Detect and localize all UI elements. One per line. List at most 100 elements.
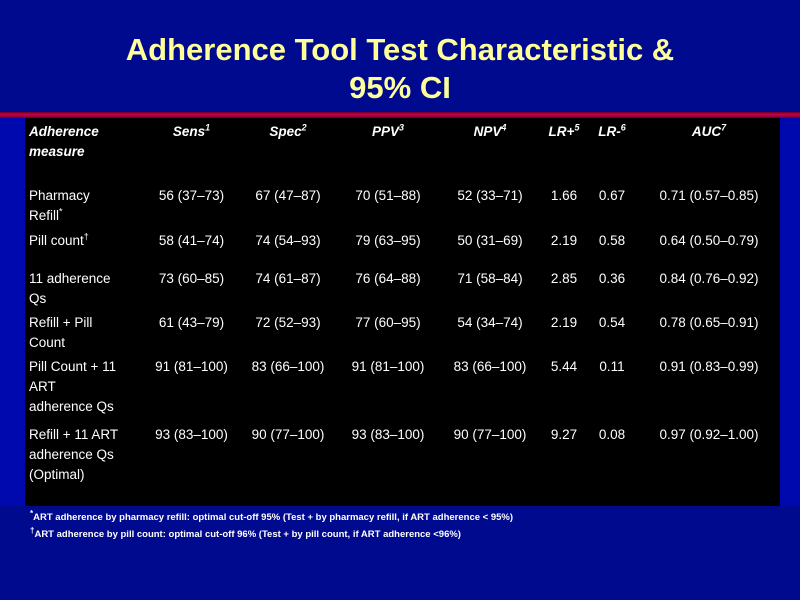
- table-cell: 90 (77–100): [251, 427, 325, 442]
- row-label: Refill + 11 ART adherence Qs (Optimal): [25, 423, 145, 504]
- column-header-superscript: 5: [574, 122, 580, 133]
- table-cell: 0.54: [598, 315, 626, 330]
- row-label-superscript: †: [83, 231, 89, 242]
- column-header: LR-6: [586, 118, 638, 184]
- table-cell: 83 (66–100): [453, 359, 527, 374]
- column-header-label: LR+: [548, 124, 575, 139]
- footnote-pharmacy-refill: *ART adherence by pharmacy refill: optim…: [30, 507, 770, 524]
- table-cell: 50 (31–69): [457, 233, 523, 248]
- table-row: Pill Count + 11 ART adherence Qs 91 (81–1…: [25, 355, 780, 423]
- row-label: Pill Count + 11 ART adherence Qs: [25, 355, 145, 423]
- table-cell: 58 (41–74): [158, 233, 225, 248]
- column-header: LR+5: [542, 118, 586, 184]
- table-cell: 9.27: [550, 427, 578, 442]
- table-cell: 74 (54–93): [255, 233, 321, 248]
- table-cell: 79 (63–95): [355, 233, 421, 248]
- slide-title-line1: Adherence Tool Test Characteristic &: [125, 32, 675, 67]
- table-cell: 72 (52–93): [255, 315, 321, 330]
- row-label-text: Refill + Pill Count: [29, 315, 93, 350]
- column-header-label: Sens: [172, 124, 206, 139]
- table-background: Adherence measure Sens1 Spec2 PPV3 NPV4 LR+5 L…: [25, 118, 780, 506]
- table-cell: 0.91 (0.83–0.99): [659, 359, 759, 374]
- table-cell: 54 (34–74): [457, 315, 523, 330]
- column-header-superscript: 1: [205, 122, 211, 133]
- table-cell: 71 (58–84): [457, 271, 523, 286]
- column-header-label: LR-: [598, 124, 621, 139]
- table-cell: 67 (47–87): [255, 188, 321, 203]
- table-cell: 74 (61–87): [255, 271, 321, 286]
- table-cell: 0.64 (0.50–0.79): [659, 233, 759, 248]
- column-header: Sens1: [145, 118, 238, 184]
- row-label-superscript: *: [59, 206, 63, 217]
- table-cell: 0.71 (0.57–0.85): [659, 188, 759, 203]
- table-row: 11 adherence Qs 73 (60–85) 74 (61–87) 76 (6…: [25, 267, 780, 311]
- row-label-text: 11 adherence Qs: [29, 271, 111, 306]
- table-cell: 1.66: [550, 188, 578, 203]
- table-cell: 5.44: [550, 359, 578, 374]
- row-label: 11 adherence Qs: [25, 267, 145, 311]
- table-cell: 0.11: [599, 359, 625, 374]
- slide-title: Adherence Tool Test Characteristic & 95%…: [0, 31, 800, 107]
- table-cell: 91 (81–100): [155, 359, 228, 374]
- table-cell: 83 (66–100): [251, 359, 325, 374]
- table-cell: 52 (33–71): [457, 188, 523, 203]
- column-header: AUC7: [638, 118, 780, 184]
- footnote-text: ART adherence by pill count: optimal cut…: [34, 529, 461, 541]
- table-cell: 0.36: [598, 271, 626, 286]
- table-cell: 0.67: [598, 188, 626, 203]
- row-label: Pharmacy Refill*: [25, 184, 145, 229]
- footnote-pill-count: †ART adherence by pill count: optimal cu…: [30, 524, 770, 541]
- column-header-label: Adherence measure: [29, 124, 99, 159]
- table-cell: 2.85: [550, 271, 578, 286]
- table-cell: 0.97 (0.92–1.00): [659, 427, 759, 442]
- table-cell: 2.19: [550, 233, 578, 248]
- column-header-superscript: 7: [721, 122, 727, 133]
- footnotes: *ART adherence by pharmacy refill: optim…: [30, 507, 770, 541]
- table-header-row: Adherence measure Sens1 Spec2 PPV3 NPV4 LR+5 L…: [25, 118, 780, 184]
- table-cell: 0.58: [598, 233, 626, 248]
- footnote-marker: *: [30, 509, 34, 518]
- table-cell: 0.78 (0.65–0.91): [659, 315, 759, 330]
- column-header-superscript: 2: [301, 122, 307, 133]
- table-body: Pharmacy Refill* 56 (37–73) 67 (47–87) 70 (…: [25, 184, 780, 504]
- row-label-text: Pill Count + 11 ART adherence Qs: [29, 359, 117, 414]
- table-cell: 93 (83–100): [155, 427, 228, 442]
- table-cell: 73 (60–85): [158, 271, 225, 286]
- table-cell: 61 (43–79): [158, 315, 225, 330]
- row-label: Refill + Pill Count: [25, 311, 145, 355]
- table-cell: 70 (51–88): [355, 188, 421, 203]
- column-header-label: NPV: [473, 124, 502, 139]
- table-row: Refill + 11 ART adherence Qs (Optimal) 93…: [25, 423, 780, 504]
- row-label-text: Pharmacy Refill: [29, 188, 90, 223]
- column-header-measure: Adherence measure: [25, 118, 145, 184]
- table-cell: 2.19: [550, 315, 578, 330]
- column-header-superscript: 3: [399, 122, 405, 133]
- slide-title-line2: 95% CI: [349, 70, 451, 105]
- table-cell: 0.08: [598, 427, 626, 442]
- row-label-text: Pill count: [29, 233, 84, 248]
- table-row: Refill + Pill Count 61 (43–79) 72 (52–93) 7…: [25, 311, 780, 355]
- table-cell: 77 (60–95): [355, 315, 421, 330]
- table-cell: 56 (37–73): [158, 188, 225, 203]
- row-label-text: Refill + 11 ART adherence Qs (Optimal): [29, 427, 119, 482]
- footnote-marker: †: [30, 526, 35, 536]
- table-cell: 0.84 (0.76–0.92): [659, 271, 759, 286]
- table-cell: 90 (77–100): [453, 427, 527, 442]
- column-header-label: Spec: [269, 124, 302, 139]
- column-header: NPV4: [438, 118, 542, 184]
- table-cell: 91 (81–100): [351, 359, 425, 374]
- column-header: Spec2: [238, 118, 338, 184]
- row-label: Pill count†: [25, 229, 145, 267]
- divider-rule: [0, 112, 800, 118]
- table-row: Pharmacy Refill* 56 (37–73) 67 (47–87) 70 (…: [25, 184, 780, 229]
- table-row: Pill count† 58 (41–74) 74 (54–93) 79 (63–95…: [25, 229, 780, 267]
- footnote-text: ART adherence by pharmacy refill: optima…: [33, 512, 514, 524]
- column-header-label: PPV: [371, 124, 399, 139]
- header-row: Adherence measure Sens1 Spec2 PPV3 NPV4 LR+5 L…: [25, 118, 780, 184]
- table-cell: 76 (64–88): [355, 271, 421, 286]
- column-header-superscript: 6: [620, 122, 626, 133]
- adherence-table: Adherence measure Sens1 Spec2 PPV3 NPV4 LR+5 L…: [25, 118, 780, 504]
- table-cell: 93 (83–100): [351, 427, 425, 442]
- table-band: Adherence measure Sens1 Spec2 PPV3 NPV4 LR+5 L…: [0, 118, 800, 506]
